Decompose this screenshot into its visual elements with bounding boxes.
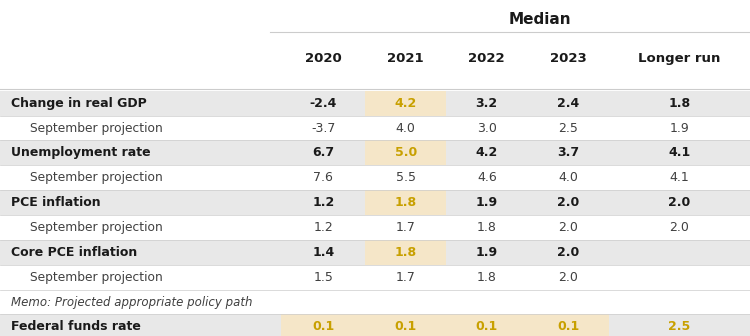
Text: 4.6: 4.6 (477, 171, 496, 184)
Text: 5.5: 5.5 (396, 171, 416, 184)
Text: 2022: 2022 (469, 52, 505, 65)
Text: 1.8: 1.8 (477, 271, 496, 284)
Bar (0, 91, 750, 116)
Bar (365, 91, 446, 116)
Text: -3.7: -3.7 (311, 122, 335, 134)
Text: 2.0: 2.0 (670, 221, 689, 234)
Text: 1.8: 1.8 (668, 97, 691, 110)
Text: 0.1: 0.1 (476, 321, 498, 333)
Text: 0.1: 0.1 (394, 321, 417, 333)
Text: September projection: September projection (30, 271, 163, 284)
Bar (0, 240, 750, 265)
Text: September projection: September projection (30, 122, 163, 134)
Bar (0, 165, 750, 190)
Text: 3.0: 3.0 (477, 122, 496, 134)
Bar (0, 265, 750, 290)
Bar (0, 116, 750, 140)
Text: Federal funds rate: Federal funds rate (11, 321, 141, 333)
Text: 0.1: 0.1 (312, 321, 334, 333)
Text: 1.8: 1.8 (394, 246, 417, 259)
Text: 2.0: 2.0 (558, 271, 578, 284)
Text: 2.5: 2.5 (558, 122, 578, 134)
Text: September projection: September projection (30, 221, 163, 234)
Text: 1.2: 1.2 (314, 221, 333, 234)
Bar (0, 190, 750, 215)
Text: 4.1: 4.1 (668, 146, 691, 159)
Text: 4.0: 4.0 (396, 122, 416, 134)
Text: 3.2: 3.2 (476, 97, 498, 110)
Text: 2.0: 2.0 (557, 196, 579, 209)
Text: 2020: 2020 (304, 52, 341, 65)
Text: Change in real GDP: Change in real GDP (11, 97, 147, 110)
Text: 2.0: 2.0 (668, 196, 691, 209)
Text: 2023: 2023 (550, 52, 586, 65)
Text: 1.9: 1.9 (476, 196, 498, 209)
Text: 1.9: 1.9 (670, 122, 689, 134)
Bar (0, 215, 750, 240)
Text: 2.0: 2.0 (557, 246, 579, 259)
Text: 4.1: 4.1 (670, 171, 689, 184)
Text: 1.9: 1.9 (476, 246, 498, 259)
Text: 4.2: 4.2 (476, 146, 498, 159)
Text: 2.5: 2.5 (668, 321, 691, 333)
Text: 1.5: 1.5 (314, 271, 333, 284)
Bar (365, 140, 446, 165)
Text: Median: Median (509, 12, 572, 27)
Text: -2.4: -2.4 (310, 97, 337, 110)
Text: Core PCE inflation: Core PCE inflation (11, 246, 137, 259)
Text: 1.7: 1.7 (396, 271, 416, 284)
Text: 2021: 2021 (388, 52, 424, 65)
Text: 2.0: 2.0 (558, 221, 578, 234)
Text: 5.0: 5.0 (394, 146, 417, 159)
Text: 1.8: 1.8 (477, 221, 496, 234)
Text: September projection: September projection (30, 171, 163, 184)
Text: 0.1: 0.1 (557, 321, 579, 333)
Text: 4.2: 4.2 (394, 97, 417, 110)
Bar (365, 190, 446, 215)
Bar (281, 314, 609, 336)
Bar (365, 240, 446, 265)
Text: 3.7: 3.7 (557, 146, 579, 159)
Text: Longer run: Longer run (638, 52, 721, 65)
Text: 1.2: 1.2 (312, 196, 334, 209)
Text: 6.7: 6.7 (312, 146, 334, 159)
Text: Unemployment rate: Unemployment rate (11, 146, 151, 159)
Text: 4.0: 4.0 (558, 171, 578, 184)
Text: 2.4: 2.4 (557, 97, 579, 110)
Text: PCE inflation: PCE inflation (11, 196, 100, 209)
Bar (0, 314, 750, 336)
Text: 1.7: 1.7 (396, 221, 416, 234)
Text: 1.4: 1.4 (312, 246, 334, 259)
Text: 1.8: 1.8 (394, 196, 417, 209)
Bar (0, 140, 750, 165)
Text: 7.6: 7.6 (314, 171, 333, 184)
Text: Memo: Projected appropriate policy path: Memo: Projected appropriate policy path (11, 296, 253, 308)
